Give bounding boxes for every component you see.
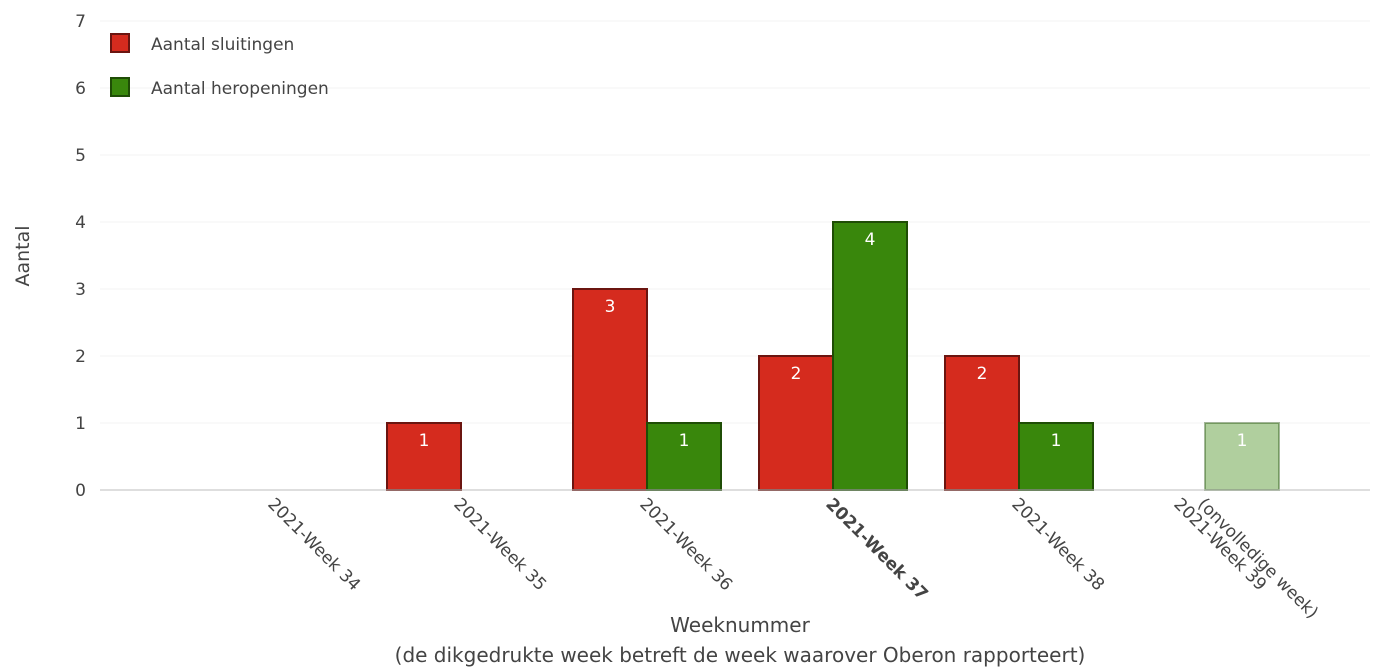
bar-value-label: 1	[419, 431, 430, 451]
legend-label-sluitingen: Aantal sluitingen	[151, 35, 294, 55]
x-tick-label: 2021-Week 34	[263, 494, 364, 595]
legend: Aantal sluitingen Aantal heropeningen	[110, 33, 329, 99]
bar-sluitingen	[572, 288, 648, 491]
x-tick-label: 2021-Week 37	[821, 494, 931, 604]
y-axis-ticks: 0 1 2 3 4 5 6 7	[75, 12, 86, 501]
legend-swatch-sluitingen	[110, 33, 130, 53]
x-tick-label: 2021-Week 39(onvolledige week)	[1169, 494, 1321, 622]
y-tick-label: 1	[75, 414, 86, 434]
x-tick-label: 2021-Week 36	[635, 494, 736, 595]
y-axis-title: Aantal	[12, 225, 34, 286]
y-tick-label: 2	[75, 347, 86, 367]
bar-value-label: 1	[1051, 431, 1062, 451]
x-tick-label: 2021-Week 35	[449, 494, 550, 595]
bar-heropeningen	[1018, 422, 1094, 491]
y-tick-label: 6	[75, 79, 86, 99]
x-axis-ticks: 2021-Week 34 2021-Week 35 2021-Week 36 2021…	[263, 494, 1321, 622]
x-tick-label-line: (onvolledige week)	[1193, 494, 1321, 622]
bar-sluitingen	[758, 355, 834, 491]
bar-value-label: 4	[865, 230, 876, 250]
bar-value-label: 2	[977, 364, 988, 384]
y-tick-label: 4	[75, 213, 86, 233]
legend-label-heropeningen: Aantal heropeningen	[151, 79, 329, 99]
x-tick-label-line: 2021-Week 37	[821, 494, 931, 604]
x-tick-label-line: 2021-Week 38	[1007, 494, 1108, 595]
x-axis-subtitle: (de dikgedrukte week betreft de week waa…	[395, 643, 1086, 667]
bar-value-labels: 1 3 1 2 4 2 1 1	[419, 230, 1248, 451]
x-tick-label-line: 2021-Week 35	[449, 494, 550, 595]
bar-heropeningen	[646, 422, 722, 491]
x-tick-label-line: 2021-Week 36	[635, 494, 736, 595]
gridlines	[100, 20, 1370, 424]
bar-value-label: 2	[791, 364, 802, 384]
x-tick-label-line: 2021-Week 34	[263, 494, 364, 595]
x-tick-label: 2021-Week 38	[1007, 494, 1108, 595]
y-tick-label: 5	[75, 146, 86, 166]
bar-heropeningen	[832, 221, 908, 491]
bar-value-label: 1	[679, 431, 690, 451]
bars	[386, 221, 1280, 491]
bar-value-label: 1	[1237, 431, 1248, 451]
bar-sluitingen	[944, 355, 1020, 491]
y-tick-label: 3	[75, 280, 86, 300]
legend-swatch-heropeningen	[110, 77, 130, 97]
bar-heropeningen	[1204, 422, 1280, 491]
x-axis-title: Weeknummer	[670, 613, 810, 637]
y-tick-label: 0	[75, 481, 86, 501]
bar-value-label: 3	[605, 297, 616, 317]
y-tick-label: 7	[75, 12, 86, 32]
